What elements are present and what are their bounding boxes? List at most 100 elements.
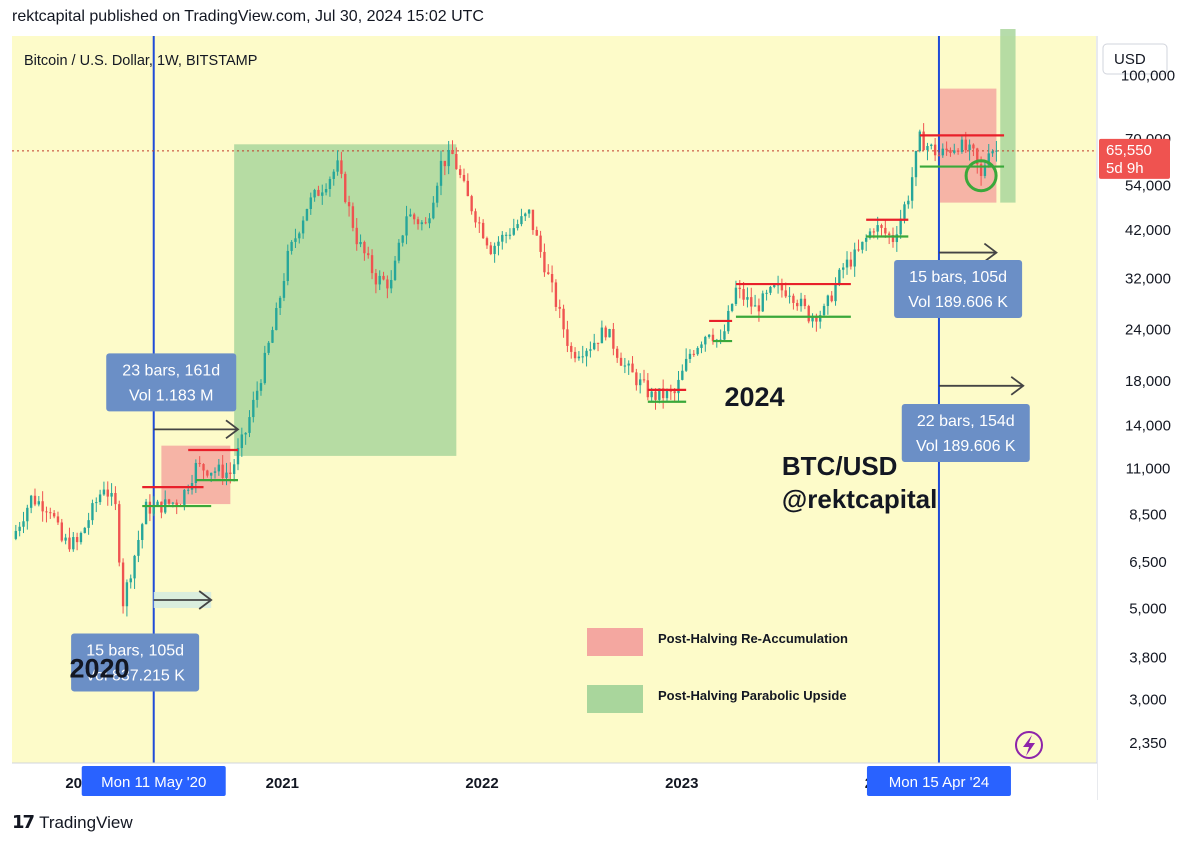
candle-body bbox=[627, 363, 630, 366]
candle-body bbox=[240, 434, 244, 449]
annotation-text: BTC/USD bbox=[782, 451, 898, 481]
candle bbox=[983, 159, 987, 179]
callout-box bbox=[106, 353, 237, 412]
candle bbox=[945, 141, 948, 156]
candle bbox=[527, 209, 531, 218]
candle-body bbox=[819, 315, 822, 322]
candle bbox=[458, 165, 462, 179]
candle-body bbox=[271, 330, 274, 343]
candle bbox=[887, 231, 891, 245]
candle-body bbox=[405, 216, 408, 236]
candle bbox=[849, 251, 853, 270]
x-tick-label: 2023 bbox=[665, 775, 698, 792]
candle bbox=[240, 427, 244, 457]
flash-layer bbox=[1015, 731, 1043, 759]
candle bbox=[562, 304, 565, 338]
candle-body bbox=[259, 383, 263, 391]
candle-body bbox=[792, 295, 795, 303]
candle-body bbox=[455, 153, 458, 170]
candle-body bbox=[577, 356, 581, 359]
candle-body bbox=[118, 504, 121, 563]
tradingview-brand[interactable]: 𝟭𝟳 TradingView bbox=[12, 812, 133, 833]
candle-body bbox=[769, 286, 772, 293]
candle-body bbox=[914, 151, 918, 178]
candle bbox=[960, 134, 964, 154]
measure-callout: 15 bars, 105d Vol 189.606 K bbox=[894, 259, 1023, 318]
candle bbox=[830, 291, 833, 303]
candle bbox=[313, 188, 316, 202]
candle-body bbox=[834, 284, 837, 302]
candle bbox=[118, 500, 121, 567]
measure-arrow-head bbox=[1010, 376, 1025, 396]
candle-body bbox=[803, 298, 807, 307]
candle-body bbox=[868, 231, 872, 238]
candle-body bbox=[309, 197, 312, 209]
candle-body bbox=[26, 507, 29, 522]
candle-body bbox=[830, 295, 833, 302]
candle bbox=[489, 241, 492, 256]
candle bbox=[114, 486, 117, 511]
candle-body bbox=[267, 342, 270, 353]
candle bbox=[891, 227, 895, 248]
candle-body bbox=[344, 173, 347, 203]
candle-body bbox=[707, 334, 711, 337]
candle-body bbox=[209, 472, 213, 476]
candle bbox=[788, 287, 791, 304]
candle bbox=[424, 217, 427, 225]
candle bbox=[627, 360, 630, 375]
candle-body bbox=[106, 489, 109, 497]
annotation-text: @rektcapital bbox=[782, 484, 937, 514]
lightning-bolt-icon bbox=[1015, 731, 1043, 759]
candle-body bbox=[734, 287, 738, 304]
candle bbox=[439, 150, 443, 196]
candle-body bbox=[907, 200, 910, 205]
candle-body bbox=[673, 391, 676, 394]
candle bbox=[14, 524, 18, 541]
candle-body bbox=[516, 224, 519, 229]
candle-body bbox=[891, 235, 895, 243]
callout-line1: 23 bars, 161d bbox=[122, 362, 220, 379]
candle bbox=[842, 263, 845, 279]
y-tick-label: 11,000 bbox=[1126, 460, 1171, 477]
halving-date-label: Mon 15 Apr '24 bbox=[866, 766, 1011, 796]
candle bbox=[198, 456, 201, 467]
candle bbox=[79, 531, 83, 545]
candle bbox=[596, 342, 600, 352]
candle-body bbox=[711, 334, 715, 342]
candle bbox=[432, 196, 435, 220]
candle-body bbox=[152, 505, 155, 514]
candle-body bbox=[282, 281, 286, 298]
candle-body bbox=[485, 238, 489, 246]
candle-body bbox=[351, 206, 355, 228]
candle bbox=[298, 231, 301, 244]
symbol-label: Bitcoin / U.S. Dollar, 1W, BITSTAMP bbox=[24, 53, 257, 69]
currency-button[interactable] bbox=[1102, 43, 1168, 75]
candle bbox=[608, 328, 611, 338]
candle-body bbox=[435, 185, 439, 203]
candle bbox=[707, 334, 711, 339]
callout-line2: Vol 189.606 K bbox=[916, 438, 1016, 455]
candle-body bbox=[72, 537, 75, 550]
candle-body bbox=[631, 363, 634, 373]
candle bbox=[321, 184, 324, 205]
candle-body bbox=[462, 174, 466, 181]
candle-body bbox=[547, 272, 550, 275]
candle bbox=[895, 226, 899, 252]
candle bbox=[95, 497, 98, 513]
candle bbox=[485, 236, 489, 249]
candle bbox=[144, 498, 148, 525]
candle-body bbox=[669, 390, 673, 392]
candle-body bbox=[374, 273, 378, 285]
candle-body bbox=[52, 513, 56, 517]
measure-arrow-head bbox=[198, 590, 213, 610]
candle bbox=[33, 488, 37, 507]
candle bbox=[309, 192, 312, 215]
candle-body bbox=[121, 562, 125, 607]
candle-body bbox=[838, 269, 841, 285]
candle bbox=[907, 195, 910, 209]
callout-box bbox=[71, 633, 200, 692]
candle bbox=[910, 167, 914, 209]
candle-body bbox=[420, 222, 424, 225]
candle bbox=[351, 202, 355, 232]
